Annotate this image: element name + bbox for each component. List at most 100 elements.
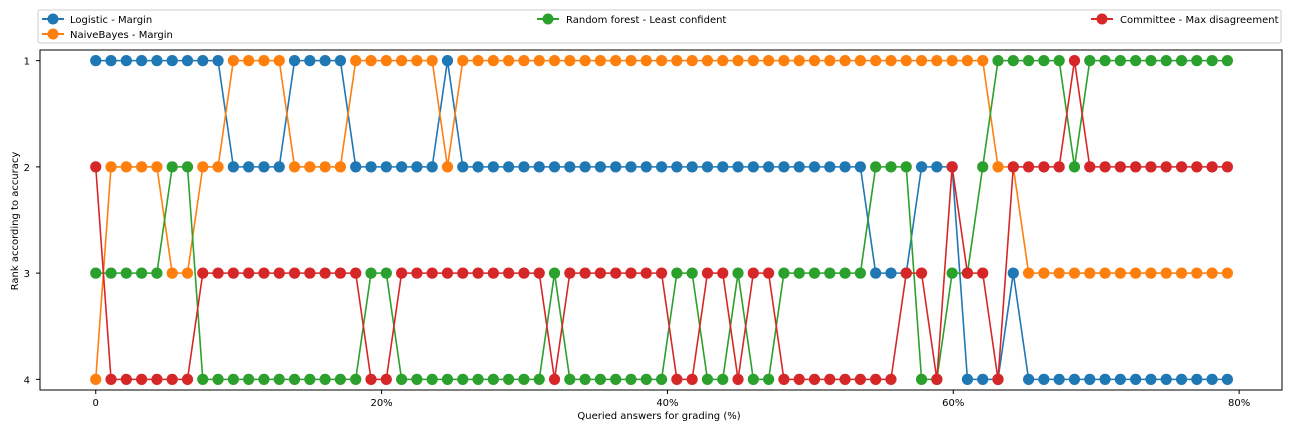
data-point [778, 161, 790, 173]
data-point [457, 373, 469, 385]
plot-area [39, 49, 1283, 391]
data-point [885, 267, 897, 279]
data-point [808, 161, 821, 173]
data-point [763, 373, 775, 385]
data-point [1114, 55, 1126, 67]
data-point [640, 55, 652, 67]
data-point [212, 373, 224, 385]
series-2 [90, 55, 1233, 385]
data-point [181, 373, 194, 385]
legend-label-logistic: Logistic - Margin [70, 15, 152, 26]
data-point [212, 161, 224, 173]
data-point [518, 373, 530, 385]
data-point [900, 267, 912, 279]
data-point [151, 161, 163, 173]
data-point [717, 161, 729, 173]
data-point [793, 373, 805, 385]
data-point [1007, 267, 1019, 279]
data-point [1068, 55, 1081, 67]
data-point [136, 161, 148, 173]
data-point [1145, 267, 1157, 279]
data-point [671, 55, 683, 67]
data-point [808, 55, 821, 67]
y-axis: 1 2 3 4 [24, 57, 40, 386]
data-point [977, 373, 989, 385]
data-point [426, 267, 438, 279]
data-point [166, 267, 178, 279]
legend-label-committee: Committee - Max disagreement [1120, 15, 1279, 26]
legend-item-committee: Committee - Max disagreement [1091, 13, 1279, 26]
data-point [395, 373, 408, 385]
data-point [487, 373, 499, 385]
data-point [686, 55, 698, 67]
series-line [95, 59, 1228, 381]
data-point [365, 55, 377, 67]
data-point [747, 373, 759, 385]
data-point [380, 55, 392, 67]
data-point [793, 55, 805, 67]
data-point [1023, 267, 1035, 279]
data-point [1084, 55, 1096, 67]
data-point [90, 161, 102, 173]
data-point [288, 55, 301, 67]
data-point [105, 55, 117, 67]
data-point [778, 373, 790, 385]
data-point [105, 161, 117, 173]
data-point [870, 161, 882, 173]
data-point [579, 373, 591, 385]
data-point [380, 161, 392, 173]
legend: Logistic - Margin NaiveBayes - Margin Ra… [37, 9, 1282, 44]
data-point [625, 55, 637, 67]
data-point [915, 373, 928, 385]
data-point [579, 55, 591, 67]
data-point [671, 373, 683, 385]
data-point [1206, 267, 1218, 279]
data-point [197, 55, 209, 67]
data-point [564, 267, 576, 279]
data-point [151, 267, 163, 279]
data-point [1023, 161, 1035, 173]
data-point [319, 161, 331, 173]
y-tick-label: 2 [24, 163, 30, 174]
data-point [1114, 373, 1126, 385]
data-point [961, 267, 974, 279]
data-point [304, 161, 316, 173]
data-point [610, 161, 622, 173]
data-point [365, 161, 377, 173]
data-point [824, 55, 836, 67]
legend-item-logistic: Logistic - Margin [42, 13, 152, 26]
data-point [273, 267, 285, 279]
data-point [120, 161, 132, 173]
data-point [655, 161, 668, 173]
data-point [839, 55, 851, 67]
data-point [105, 267, 117, 279]
data-point [640, 161, 652, 173]
data-point [808, 267, 821, 279]
data-point [197, 161, 209, 173]
data-point [227, 55, 239, 67]
data-point [395, 267, 408, 279]
data-point [548, 161, 561, 173]
data-point [487, 55, 499, 67]
data-point [915, 55, 928, 67]
data-point [105, 373, 117, 385]
series-3 [90, 55, 1233, 385]
data-point [457, 267, 469, 279]
data-point [288, 267, 301, 279]
data-point [655, 373, 668, 385]
data-point [1130, 161, 1142, 173]
data-point [1007, 55, 1019, 67]
data-point [839, 373, 851, 385]
data-point [625, 267, 637, 279]
data-point [258, 267, 270, 279]
legend-item-random-forest: Random forest - Least confident [537, 13, 726, 26]
data-point [778, 55, 790, 67]
data-point [915, 267, 928, 279]
data-point [1007, 161, 1019, 173]
data-point [1114, 161, 1126, 173]
data-point [686, 267, 698, 279]
x-tick-label: 40% [656, 398, 678, 409]
data-point [548, 55, 561, 67]
data-point [793, 267, 805, 279]
series-4 [90, 55, 1233, 385]
